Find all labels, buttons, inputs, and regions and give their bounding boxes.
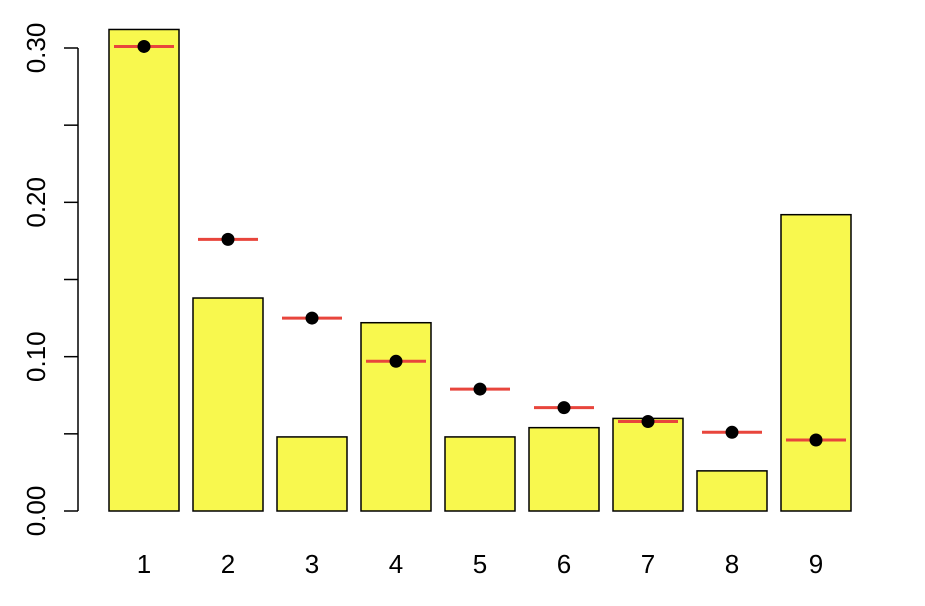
point bbox=[389, 354, 403, 368]
x-tick-label: 8 bbox=[725, 549, 739, 579]
point bbox=[641, 414, 655, 428]
point bbox=[557, 401, 571, 415]
point bbox=[473, 382, 487, 396]
x-tick-label: 4 bbox=[389, 549, 403, 579]
y-tick-label: 0.30 bbox=[21, 23, 51, 74]
bar bbox=[360, 321, 432, 512]
bar bbox=[528, 426, 600, 512]
point bbox=[221, 232, 235, 246]
x-tick-label: 9 bbox=[809, 549, 823, 579]
bar bbox=[612, 417, 684, 512]
x-tick-label: 2 bbox=[221, 549, 235, 579]
point bbox=[137, 39, 151, 53]
point bbox=[809, 433, 823, 447]
bar bbox=[192, 297, 264, 512]
x-tick-label: 5 bbox=[473, 549, 487, 579]
y-tick-label: 0.00 bbox=[21, 486, 51, 537]
bar bbox=[780, 213, 852, 512]
y-tick-label: 0.20 bbox=[21, 177, 51, 228]
x-tick-label: 7 bbox=[641, 549, 655, 579]
bar bbox=[276, 436, 348, 512]
bar bbox=[696, 470, 768, 512]
x-tick-label: 6 bbox=[557, 549, 571, 579]
y-tick-label: 0.10 bbox=[21, 331, 51, 382]
bar bbox=[108, 28, 180, 512]
x-tick-label: 1 bbox=[137, 549, 151, 579]
bar bbox=[444, 436, 516, 512]
point bbox=[305, 311, 319, 325]
point bbox=[725, 425, 739, 439]
x-tick-label: 3 bbox=[305, 549, 319, 579]
